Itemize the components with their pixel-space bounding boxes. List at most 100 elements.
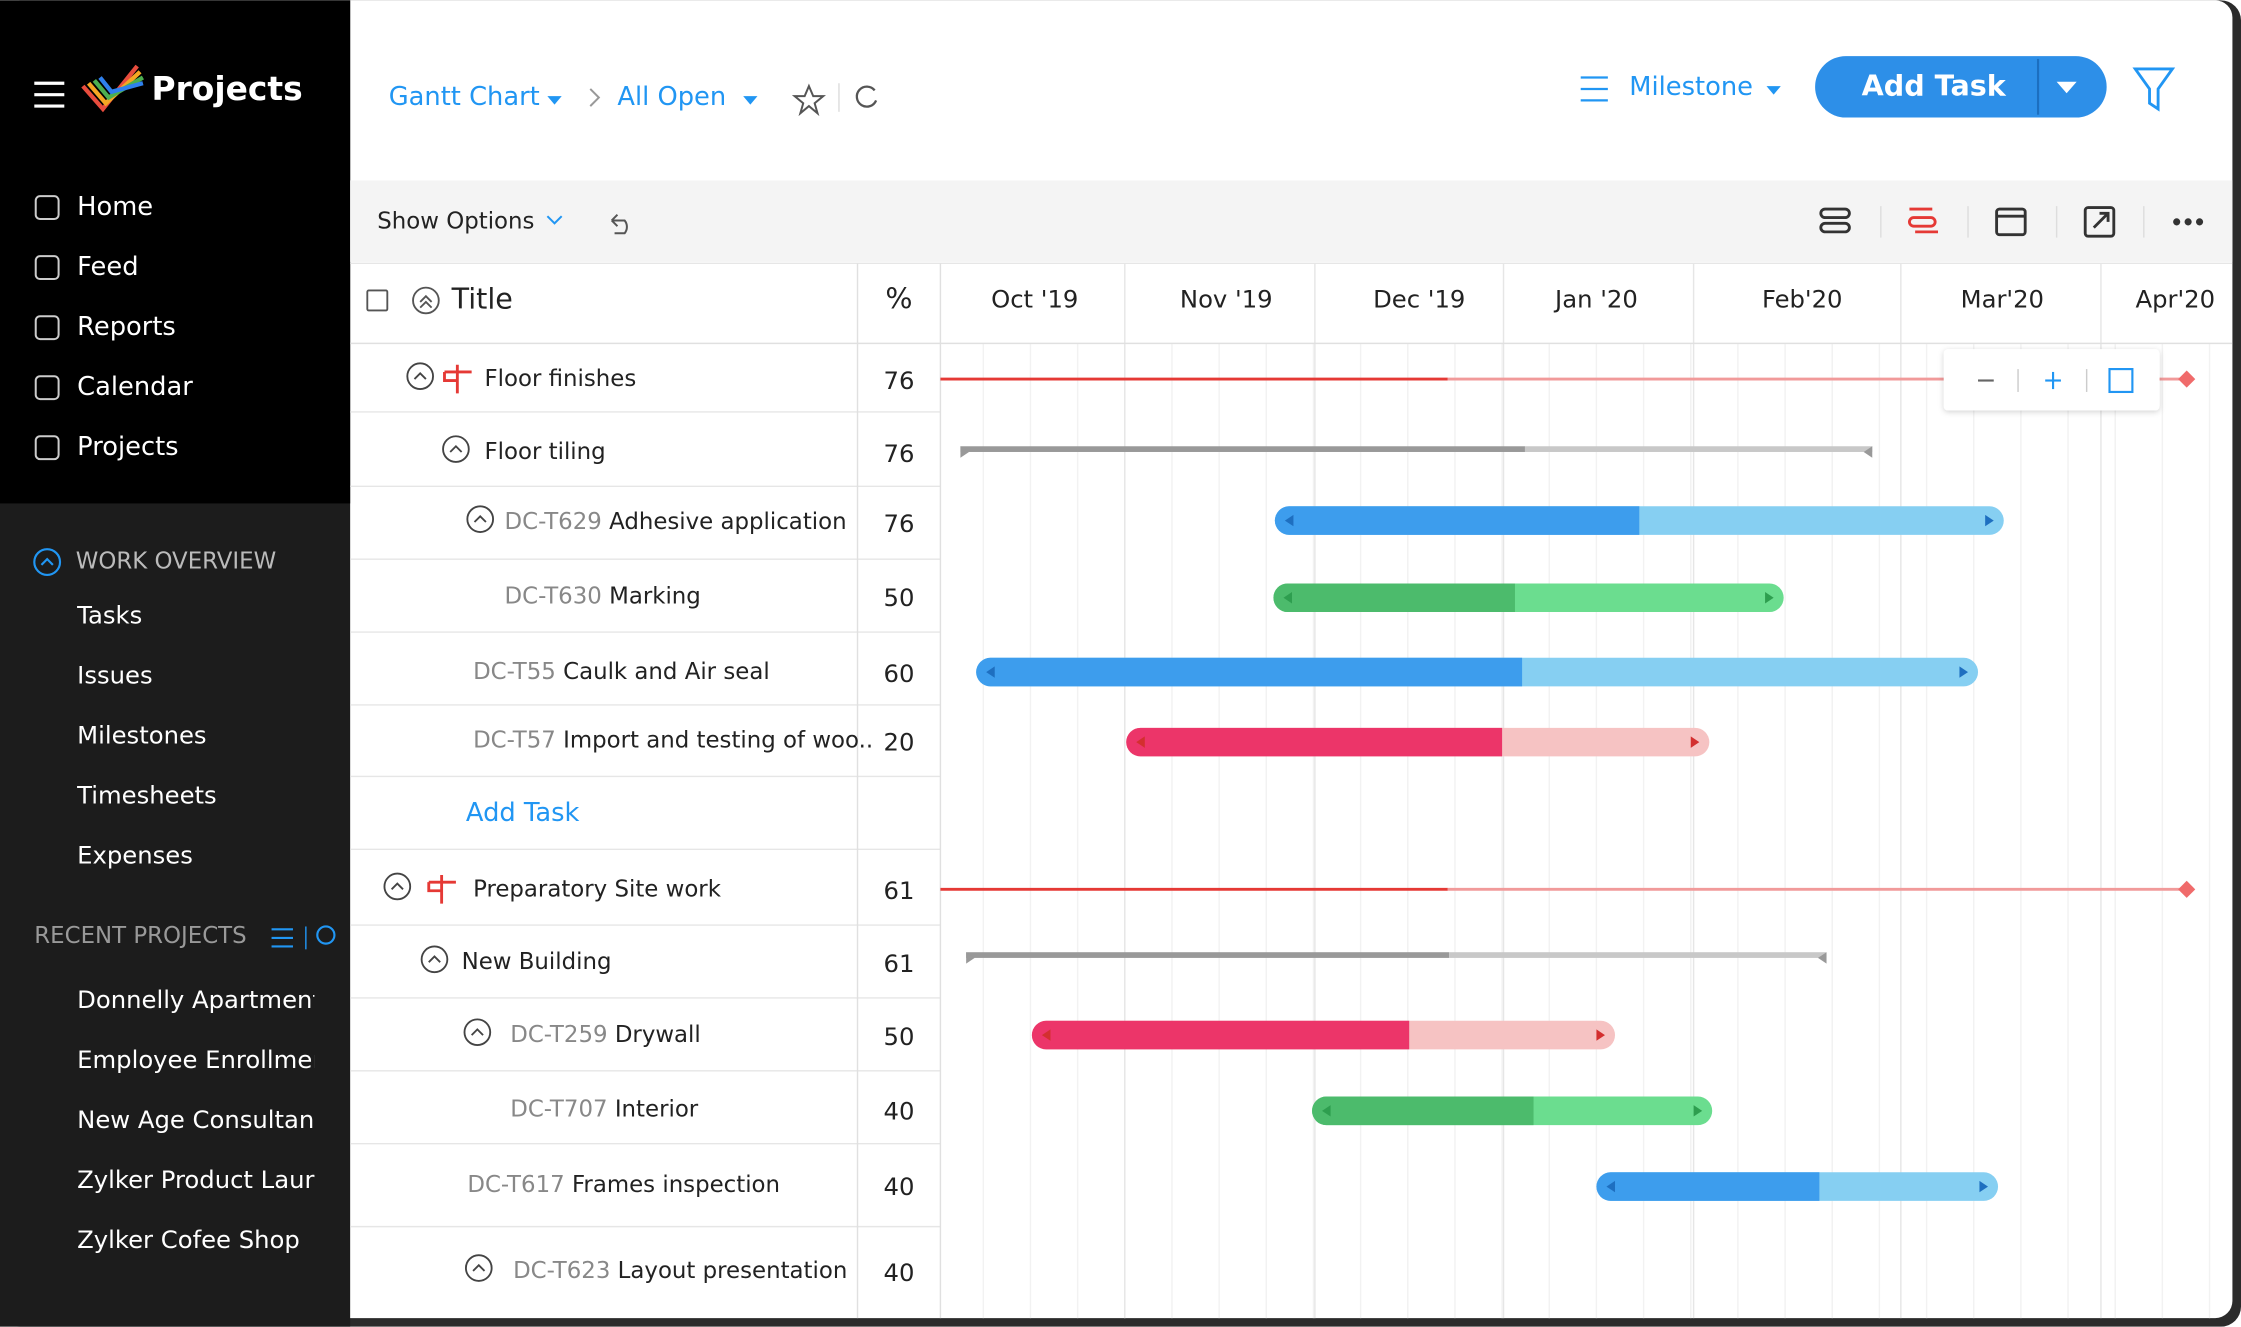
zoom-buttons[interactable] (1978, 368, 2134, 394)
toolbar-icons[interactable] (1819, 206, 2116, 238)
collapse-toggle[interactable] (406, 362, 434, 391)
project-item[interactable]: Employee Enrollment (77, 1045, 337, 1074)
filter-icon[interactable] (2132, 67, 2176, 112)
task-percent: 76 (884, 439, 915, 468)
task-id: DC-T629 (505, 509, 602, 535)
caret (546, 215, 563, 225)
task-percent: 60 (884, 659, 915, 688)
task-id: DC-T57 (473, 727, 556, 753)
more-icon[interactable] (2173, 218, 2204, 226)
task-title[interactable]: DC-T630 Marking (505, 583, 701, 609)
task-title[interactable]: Preparatory Site work (473, 876, 722, 902)
add-task-label[interactable]: Add Task (1862, 69, 2007, 103)
nav-item[interactable]: Feed (77, 252, 138, 282)
collapse-toggle[interactable] (464, 1254, 493, 1282)
nav-item[interactable]: Home (77, 192, 153, 222)
collapse-toggle[interactable] (466, 505, 495, 533)
task-name: Adhesive application (609, 509, 847, 535)
show-options[interactable]: Show Options (377, 208, 534, 234)
task-title[interactable]: Floor finishes (485, 366, 637, 392)
toolbar-dividers (1880, 206, 2145, 238)
favorite-icon[interactable] (791, 83, 826, 117)
task-title[interactable]: DC-T55 Caulk and Air seal (473, 659, 770, 685)
task-name: Layout presentation (618, 1257, 848, 1283)
collapse-toggle[interactable] (383, 872, 412, 901)
collapse-toggle (470, 1028, 484, 1036)
summary-bar (1524, 446, 1873, 452)
task-progress (1273, 583, 1515, 613)
task-name: Caulk and Air seal (563, 659, 770, 685)
task-name: Interior (615, 1096, 699, 1122)
summary-bar (966, 952, 1450, 958)
task-id: DC-T707 (510, 1096, 607, 1122)
recent-icons (271, 925, 336, 950)
collapse-toggle (449, 444, 463, 453)
collapse-icon (40, 557, 54, 566)
dropdown-caret[interactable] (2056, 81, 2077, 94)
work-item[interactable]: Timesheets (76, 780, 217, 809)
work-item[interactable]: Issues (77, 660, 152, 689)
month-label: Apr'20 (2135, 284, 2215, 313)
project-item[interactable]: Donnelly Apartments (77, 985, 334, 1014)
caret (547, 96, 562, 105)
work-item[interactable]: Tasks (76, 600, 142, 629)
task-percent: 40 (884, 1258, 915, 1287)
collapse-toggle[interactable] (463, 1018, 492, 1047)
add-task-link[interactable]: Add Task (466, 798, 580, 828)
task-progress (1031, 1020, 1410, 1050)
work-item[interactable]: Milestones (77, 720, 206, 749)
nav-icon (34, 195, 60, 221)
gantt-grid (350, 262, 2233, 1319)
task-id: DC-T630 (505, 583, 602, 609)
task-name: Floor tiling (485, 438, 606, 464)
search[interactable] (316, 925, 336, 945)
work-item[interactable]: Expenses (77, 840, 193, 869)
add-task-button[interactable] (1815, 56, 2107, 118)
caret (1766, 86, 1781, 95)
month-label: Nov '19 (1180, 284, 1273, 313)
task-name: Preparatory Site work (473, 876, 722, 902)
task-title[interactable]: Floor tiling (485, 438, 606, 464)
undo-icon[interactable] (610, 214, 628, 235)
menu-icon[interactable] (34, 81, 65, 108)
milestone-icon (1580, 76, 1608, 102)
column-header: % (885, 281, 912, 315)
task-title[interactable]: New Building (462, 949, 612, 975)
refresh-icon[interactable] (855, 85, 878, 108)
collapse-toggle (473, 514, 487, 523)
section-title: RECENT PROJECTS (34, 923, 246, 949)
milestone-flag (427, 875, 456, 904)
task-title[interactable]: DC-T57 Import and testing of woo.. (473, 727, 873, 753)
nav-item[interactable]: Calendar (77, 372, 193, 402)
logo (81, 64, 145, 113)
task-percent: 76 (884, 509, 915, 538)
month-label: Oct '19 (991, 284, 1078, 313)
task-percent: 61 (884, 876, 915, 905)
breadcrumb-filter[interactable]: All Open (617, 82, 726, 112)
nav-item[interactable]: Reports (77, 312, 176, 342)
collapse-toggle[interactable] (420, 945, 449, 974)
task-title[interactable]: DC-T629 Adhesive application (505, 509, 847, 535)
task-title[interactable]: DC-T623 Layout presentation (513, 1257, 847, 1283)
task-percent: 20 (884, 728, 915, 757)
month-label: Mar'20 (1961, 284, 2044, 313)
nav-item[interactable]: Projects (77, 432, 178, 462)
breadcrumb-view[interactable]: Gantt Chart (389, 82, 540, 112)
collapse-toggle (472, 1263, 486, 1272)
summary-bar (960, 446, 1525, 452)
task-title[interactable]: DC-T617 Frames inspection (467, 1172, 780, 1198)
collapse-toggle[interactable] (442, 435, 470, 463)
task-id: DC-T55 (473, 659, 556, 685)
project-item[interactable]: Zylker Cofee Shop (77, 1225, 300, 1254)
task-name: Marking (609, 583, 701, 609)
milestone-filter[interactable]: Milestone (1629, 72, 1753, 102)
project-item[interactable]: New Age Consultancy (77, 1105, 342, 1134)
task-progress (1126, 727, 1503, 757)
task-title[interactable]: DC-T707 Interior (510, 1096, 699, 1122)
filter[interactable] (271, 928, 293, 948)
task-id: DC-T259 (510, 1022, 607, 1048)
task-title[interactable]: DC-T259 Drywall (510, 1022, 701, 1048)
project-item[interactable]: Zylker Product Launch (77, 1165, 348, 1194)
task-id: DC-T623 (513, 1257, 610, 1283)
table-header-icons (366, 286, 440, 315)
